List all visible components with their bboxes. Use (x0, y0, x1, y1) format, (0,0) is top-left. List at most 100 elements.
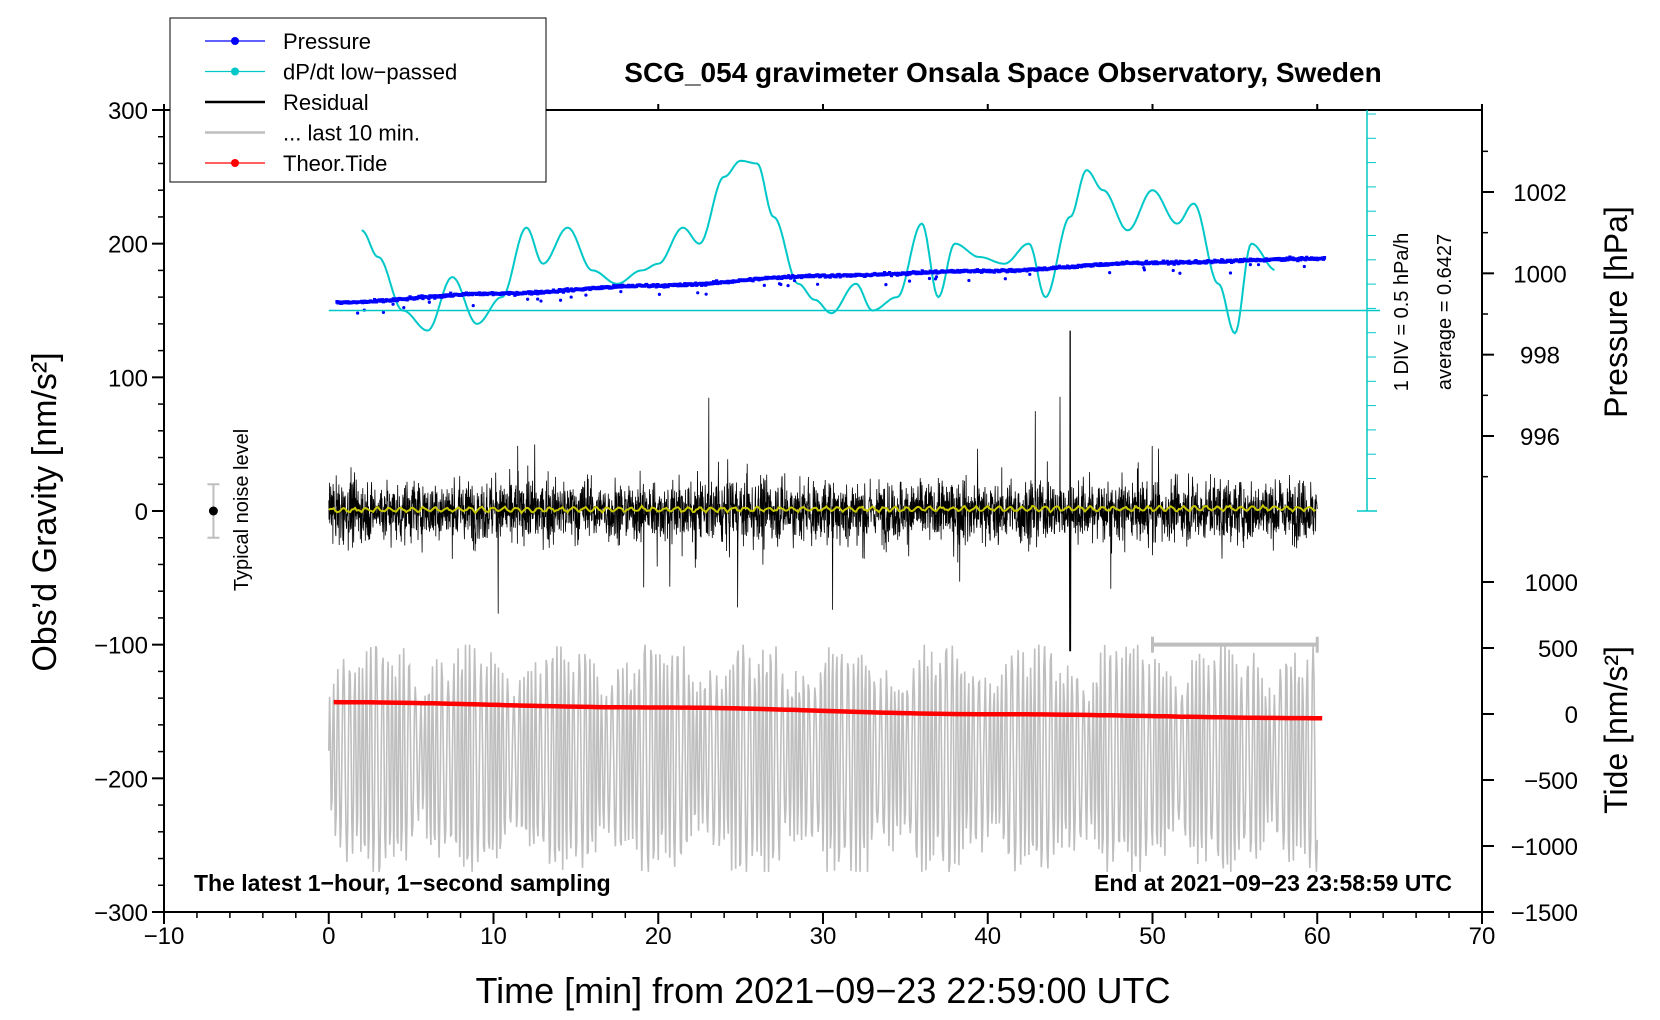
pressure-outlier (356, 311, 360, 315)
pressure-outlier (539, 299, 543, 303)
pressure-outlier (1108, 271, 1112, 275)
pressure-outlier (558, 298, 563, 302)
y-axis-tide: 1000 500 0 −500 −1000 −1500 (1482, 570, 1578, 927)
pressure-outlier (777, 282, 782, 286)
y-tick-label: 200 (108, 232, 148, 259)
x-tick-label: 0 (322, 923, 335, 950)
legend-marker (231, 67, 239, 76)
pressure-outlier (1228, 271, 1233, 275)
pressure-outlier (927, 276, 932, 281)
y-tick-label: 300 (108, 98, 148, 125)
pressure-axis-label: Pressure [hPa] (1598, 206, 1634, 418)
pressure-outlier (584, 293, 588, 297)
dpdt-line (361, 159, 1275, 335)
pressure-outlier (786, 284, 790, 288)
legend-marker (231, 37, 239, 45)
tide-series (333, 699, 1323, 721)
legend-label: Residual (283, 90, 369, 115)
annotations-group (207, 483, 220, 539)
tide-tick-label: −1000 (1511, 834, 1578, 861)
tide-tick-label: −1500 (1511, 900, 1578, 927)
smoothed-series (328, 503, 1317, 515)
pressure-outlier (1142, 266, 1146, 270)
legend-box (169, 17, 547, 183)
pressure-tick-label: 998 (1520, 343, 1560, 370)
y-tick-label: 0 (135, 499, 148, 526)
noise-label: Typical noise level (231, 429, 253, 591)
pressure-outlier (427, 300, 431, 304)
y-tick-label: −200 (94, 766, 148, 793)
legend-label: Pressure (283, 29, 371, 54)
pressure-tick-label: 996 (1520, 424, 1560, 451)
pressure-outlier (402, 306, 406, 310)
x-tick-label: 50 (1139, 923, 1166, 950)
x-tick-label: 30 (810, 923, 837, 950)
pressure-tick-label: 1002 (1513, 180, 1566, 207)
pressure-outlier (907, 279, 912, 283)
pressure-tick-label: 1000 (1513, 261, 1566, 288)
pressure-outlier (762, 283, 766, 287)
noise-dot (208, 506, 218, 516)
x-tick-label: −10 (144, 923, 185, 950)
pressure-outlier (1003, 277, 1007, 281)
pressure-outlier (1302, 264, 1306, 269)
div-label: 1 DIV = 0.5 hPa/h (1391, 233, 1413, 391)
tide-line (333, 699, 1323, 721)
residual-line (328, 330, 1318, 652)
average-label: average = 0.6427 (1434, 234, 1456, 390)
tide-tick-label: 0 (1565, 702, 1578, 729)
legend-marker (231, 159, 239, 167)
tide-tick-label: −500 (1524, 768, 1578, 795)
y-axis-pressure: 1002 1000 998 996 (1481, 110, 1567, 512)
dpdt-series (361, 159, 1275, 335)
pressure-outlier (967, 278, 971, 283)
pressure-outlier (696, 291, 700, 295)
pressure-outlier (1171, 268, 1175, 273)
y-tick-label: 100 (108, 365, 148, 392)
last10-line (328, 644, 1319, 873)
pressure-outlier (704, 292, 708, 296)
pressure-outlier (381, 310, 386, 315)
sampling-note: The latest 1−hour, 1−second sampling (194, 870, 611, 896)
legend-label: dP/dt low−passed (283, 60, 457, 85)
end-time-note: End at 2021−09−23 23:58:59 UTC (1094, 870, 1452, 896)
tide-tick-label: 500 (1538, 636, 1578, 663)
pressure-outlier (933, 277, 938, 281)
tide-tick-label: 1000 (1525, 570, 1578, 597)
pressure-outlier (536, 297, 540, 301)
pressure-outlier (619, 290, 623, 294)
pressure-outlier (1248, 263, 1252, 267)
legend-label: Theor.Tide (283, 151, 387, 176)
pressure-outlier (1028, 272, 1032, 276)
x-tick-label: 60 (1304, 923, 1331, 950)
x-tick-label: 70 (1469, 923, 1496, 950)
chart-title: SCG_054 gravimeter Onsala Space Observat… (624, 57, 1381, 88)
tide-axis-label: Tide [nm/s²] (1598, 646, 1634, 814)
residual-series (328, 330, 1318, 652)
y-axis-label: Obs’d Gravity [nm/s²] (26, 352, 64, 671)
pressure-outlier (569, 295, 573, 299)
pressure-outlier (1256, 263, 1261, 267)
pressure-series (335, 255, 1327, 315)
y-tick-label: −100 (94, 633, 148, 660)
x-tick-label: 40 (974, 923, 1001, 950)
pressure-outlier (1178, 271, 1182, 275)
smooth-line (328, 503, 1317, 515)
pressure-outlier (815, 282, 820, 286)
pressure-outlier (792, 279, 797, 283)
pressure-outlier (391, 302, 395, 306)
last10-series (328, 636, 1319, 873)
pressure-dots (335, 255, 1327, 305)
x-axis-label: Time [min] from 2021−09−23 22:59:00 UTC (475, 970, 1170, 1011)
y-tick-label: −300 (94, 900, 148, 927)
pressure-outlier (471, 304, 475, 308)
pressure-outlier (526, 297, 530, 301)
div-scale-axis (328, 110, 1380, 512)
legend-label: ... last 10 min. (283, 121, 420, 146)
pressure-outlier (657, 292, 661, 296)
x-tick-label: 10 (480, 923, 507, 950)
y-axis-gravity: 300 200 100 0 −100 −200 −300 (94, 98, 164, 927)
legend: Pressure dP/dt low−passed Residual ... last… (169, 17, 547, 183)
pressure-outlier (884, 283, 888, 287)
